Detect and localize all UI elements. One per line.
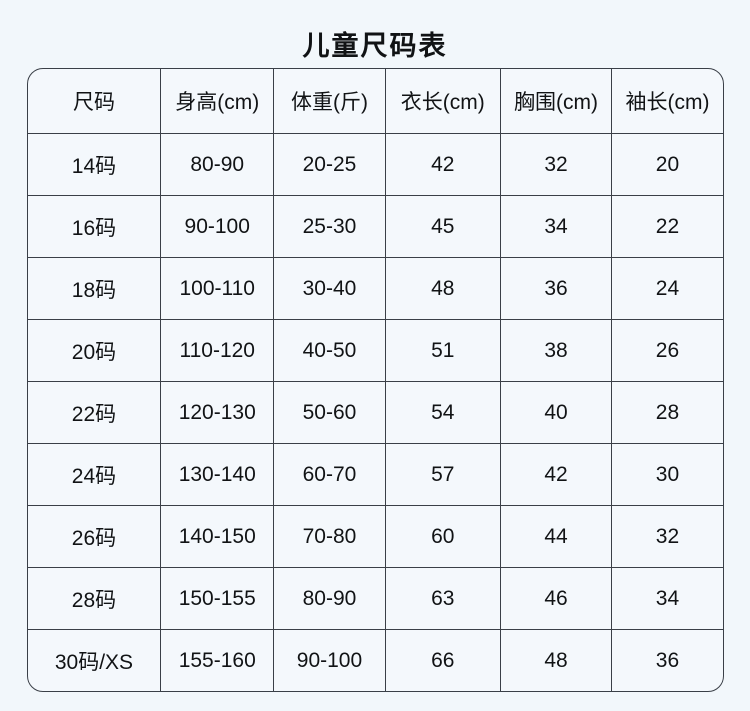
table-row: 18码 100-110 30-40 48 36 24 (27, 257, 723, 320)
garment-length-cell: 60 (385, 505, 501, 568)
size-cell: 18码 (27, 257, 162, 320)
table-row: 22码 120-130 50-60 54 40 28 (27, 381, 723, 444)
height-cell: 100-110 (160, 257, 275, 320)
garment-length-cell: 63 (385, 567, 501, 630)
table-header-row: 尺码 身高(cm) 体重(斤) 衣长(cm) 胸围(cm) 袖长(cm) (27, 69, 723, 134)
sleeve-length-cell: 34 (611, 567, 723, 630)
column-header-garment-length: 衣长(cm) (385, 69, 501, 134)
chest-cell: 32 (500, 133, 613, 196)
size-cell: 26码 (27, 505, 162, 568)
weight-cell: 70-80 (273, 505, 386, 568)
sleeve-length-cell: 30 (611, 443, 723, 506)
height-cell: 90-100 (160, 195, 275, 258)
garment-length-cell: 54 (385, 381, 501, 444)
table-row: 16码 90-100 25-30 45 34 22 (27, 195, 723, 258)
table-row: 24码 130-140 60-70 57 42 30 (27, 443, 723, 506)
table-row: 20码 110-120 40-50 51 38 26 (27, 319, 723, 382)
garment-length-cell: 51 (385, 319, 501, 382)
column-header-size: 尺码 (27, 69, 162, 134)
sleeve-length-cell: 24 (611, 257, 723, 320)
chest-cell: 44 (500, 505, 613, 568)
weight-cell: 20-25 (273, 133, 386, 196)
table-row: 30码/XS 155-160 90-100 66 48 36 (27, 629, 723, 691)
chest-cell: 36 (500, 257, 613, 320)
height-cell: 110-120 (160, 319, 275, 382)
height-cell: 140-150 (160, 505, 275, 568)
column-header-chest: 胸围(cm) (500, 69, 613, 134)
size-cell: 16码 (27, 195, 162, 258)
sleeve-length-cell: 28 (611, 381, 723, 444)
size-chart-table-container: 尺码 身高(cm) 体重(斤) 衣长(cm) 胸围(cm) 袖长(cm) 14码… (26, 68, 724, 692)
weight-cell: 40-50 (273, 319, 386, 382)
chest-cell: 38 (500, 319, 613, 382)
chest-cell: 34 (500, 195, 613, 258)
size-cell: 14码 (27, 133, 162, 196)
height-cell: 155-160 (160, 629, 275, 691)
height-cell: 120-130 (160, 381, 275, 444)
size-cell: 20码 (27, 319, 162, 382)
garment-length-cell: 45 (385, 195, 501, 258)
table-row: 28码 150-155 80-90 63 46 34 (27, 567, 723, 630)
height-cell: 80-90 (160, 133, 275, 196)
table-row: 14码 80-90 20-25 42 32 20 (27, 133, 723, 196)
column-header-height: 身高(cm) (160, 69, 275, 134)
page-title: 儿童尺码表 (302, 31, 448, 61)
weight-cell: 25-30 (273, 195, 386, 258)
column-header-sleeve-length: 袖长(cm) (611, 69, 723, 134)
column-header-weight: 体重(斤) (273, 69, 386, 134)
chest-cell: 46 (500, 567, 613, 630)
weight-cell: 80-90 (273, 567, 386, 630)
size-cell: 28码 (27, 567, 162, 630)
sleeve-length-cell: 22 (611, 195, 723, 258)
size-cell: 22码 (27, 381, 162, 444)
sleeve-length-cell: 32 (611, 505, 723, 568)
sleeve-length-cell: 20 (611, 133, 723, 196)
height-cell: 130-140 (160, 443, 275, 506)
size-cell: 24码 (27, 443, 162, 506)
garment-length-cell: 48 (385, 257, 501, 320)
garment-length-cell: 42 (385, 133, 501, 196)
chest-cell: 42 (500, 443, 613, 506)
garment-length-cell: 66 (385, 629, 501, 691)
chest-cell: 48 (500, 629, 613, 691)
weight-cell: 30-40 (273, 257, 386, 320)
weight-cell: 90-100 (273, 629, 386, 691)
weight-cell: 60-70 (273, 443, 386, 506)
size-chart-table: 尺码 身高(cm) 体重(斤) 衣长(cm) 胸围(cm) 袖长(cm) 14码… (27, 69, 723, 691)
sleeve-length-cell: 36 (655, 648, 680, 672)
chest-cell: 40 (500, 381, 613, 444)
height-cell: 150-155 (160, 567, 275, 630)
garment-length-cell: 57 (385, 443, 501, 506)
weight-cell: 50-60 (273, 381, 386, 444)
sleeve-length-cell: 26 (611, 319, 723, 382)
size-cell: 30码/XS (27, 629, 162, 691)
table-row: 26码 140-150 70-80 60 44 32 (27, 505, 723, 568)
